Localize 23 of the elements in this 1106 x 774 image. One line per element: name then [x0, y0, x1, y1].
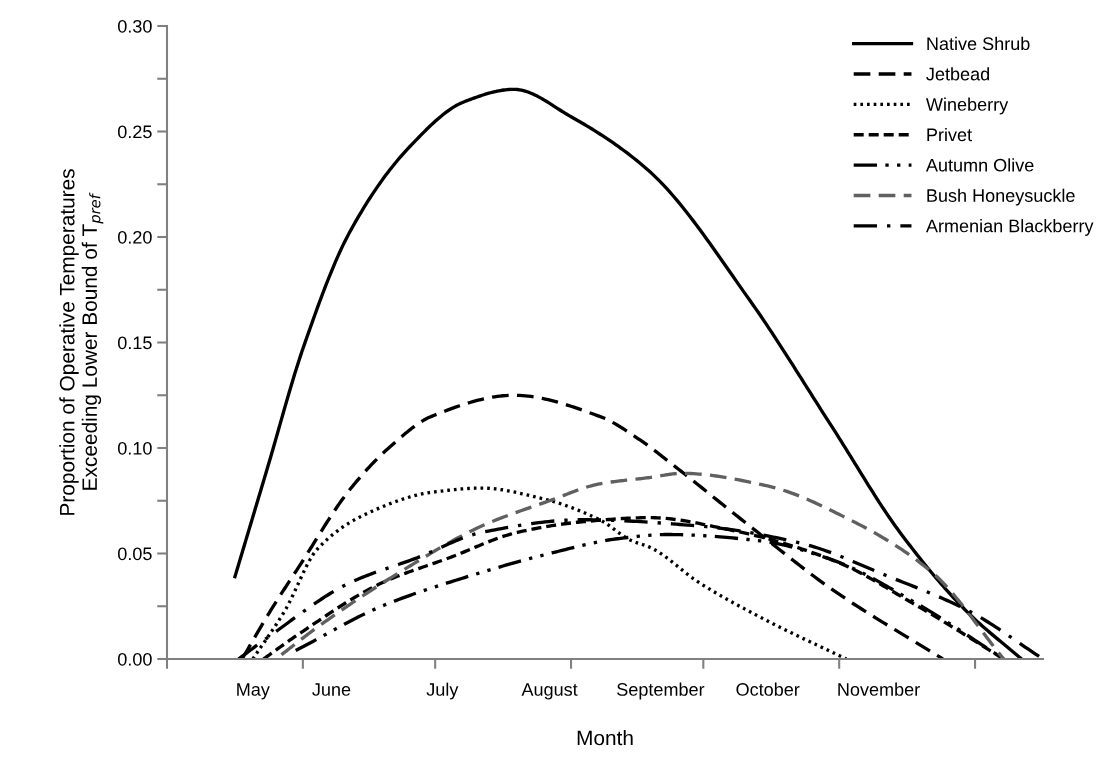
- y-tick-label: 0.30: [117, 19, 152, 33]
- y-tick-label: 0.00: [117, 652, 152, 666]
- legend-label: Autumn Olive: [925, 158, 1034, 172]
- y-tick-label: 0.25: [117, 125, 152, 139]
- legend-label: Wineberry: [926, 97, 1009, 115]
- legend-label: Jetbead: [926, 67, 990, 81]
- legend-label: Native Shrub: [927, 36, 1030, 51]
- x-tick-label: August: [521, 683, 578, 700]
- x-tick-label: July: [426, 682, 459, 700]
- x-tick-label: May: [237, 683, 270, 700]
- y-tick-label: 0.15: [117, 336, 152, 350]
- x-tick-label: September: [617, 682, 705, 700]
- y-axis-title: Proportion of Operative Temperatures Exceeding Lower Bound of T$_{pref}$: [59, 169, 104, 515]
- legend-label: Bush Honeysuckle: [927, 188, 1075, 206]
- legend-label: Armenian Blackberry: [925, 219, 1094, 236]
- x-tick-label: November: [838, 682, 920, 696]
- y-tick-label: 0.05: [117, 547, 152, 561]
- legend-label: Privet: [927, 127, 972, 142]
- y-tick-label: 0.10: [117, 441, 152, 455]
- x-tick-label: October: [736, 682, 800, 696]
- x-tick-label: June: [312, 683, 351, 696]
- y-tick-label: 0.20: [117, 230, 152, 244]
- x-axis-title: Month: [577, 730, 633, 746]
